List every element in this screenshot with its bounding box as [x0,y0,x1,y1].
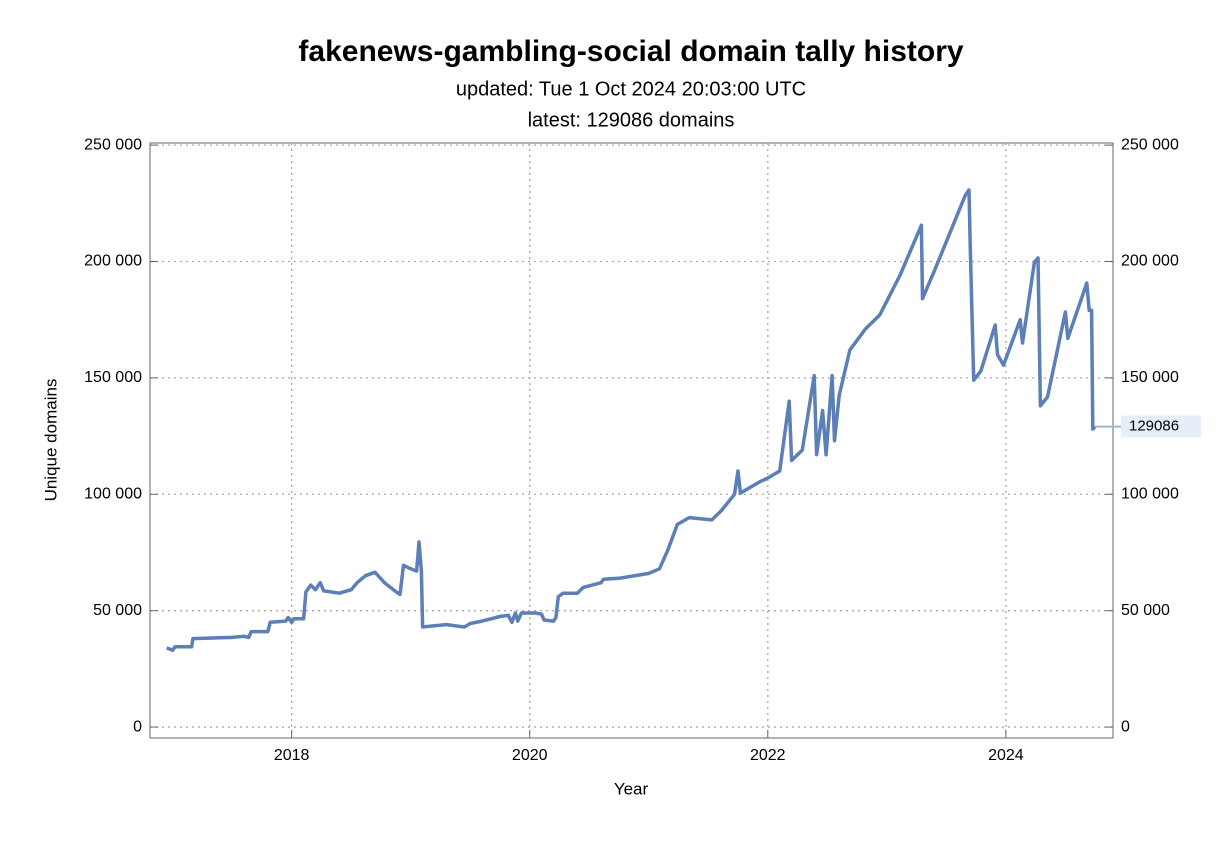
y2-tick-label: 200 000 [1121,253,1179,270]
y-tick-label: 250 000 [84,136,142,153]
latest-box [1121,415,1201,438]
subtitle: latest: 129086 domains [528,109,735,131]
y-tick-label: 100 000 [84,485,142,502]
y-tick-label: 150 000 [84,369,142,386]
y2-tick-label: 150 000 [1121,369,1179,386]
chart-title: fakenews-gambling-social domain tally hi… [298,35,963,68]
y2-tick-label: 250 000 [1121,136,1179,153]
plot-frame [149,142,1114,739]
data-line [166,188,1097,652]
y-axis-label: Unique domains [41,379,60,502]
subtitle: updated: Tue 1 Oct 2024 20:03:00 UTC [456,78,806,100]
y2-tick-label: 50 000 [1121,602,1170,619]
latest-label: 129086 [1129,418,1179,435]
x-tick-label: 2020 [512,747,548,764]
y2-tick-label: 100 000 [1121,485,1179,502]
y-tick-label: 0 [133,718,142,735]
y2-tick-label: 0 [1121,718,1130,735]
x-axis-label: Year [614,779,649,798]
y-tick-label: 200 000 [84,253,142,270]
x-tick-label: 2022 [750,747,786,764]
x-tick-label: 2024 [988,747,1024,764]
x-tick-label: 2018 [274,747,310,764]
y-tick-label: 50 000 [93,602,142,619]
